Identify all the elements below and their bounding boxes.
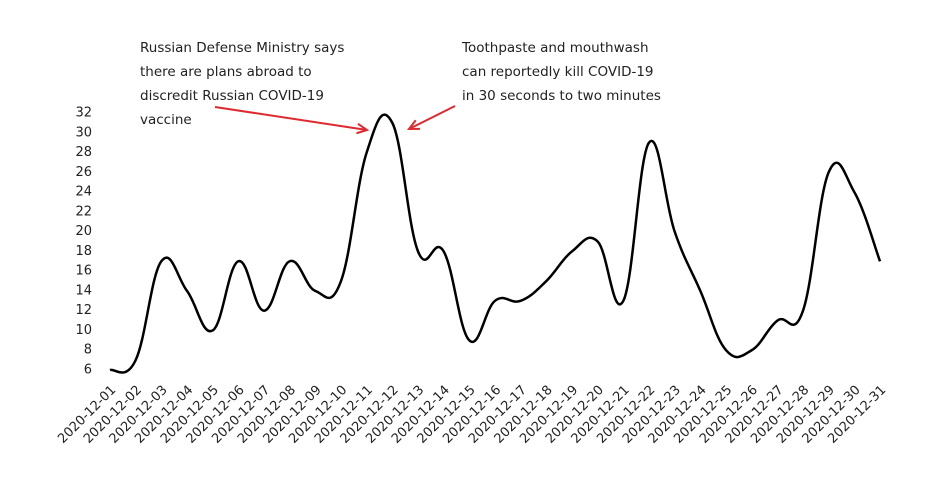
line-series bbox=[109, 113, 882, 374]
annotation-arrowhead bbox=[356, 122, 370, 135]
y-tick-label: 18 bbox=[75, 244, 92, 259]
annotation-arrowhead bbox=[406, 119, 421, 131]
annotation-arrow bbox=[214, 106, 368, 131]
y-tick-label: 14 bbox=[75, 283, 92, 298]
y-tick-label: 16 bbox=[75, 264, 92, 279]
y-tick-label: 28 bbox=[75, 145, 92, 160]
annotations: Russian Defense Ministry says there are p… bbox=[140, 40, 661, 135]
annotation-text: there are plans abroad to bbox=[140, 64, 312, 80]
annotation-text: in 30 seconds to two minutes bbox=[462, 88, 661, 104]
y-tick-label: 30 bbox=[75, 125, 92, 140]
annotation-text: vaccine bbox=[140, 112, 192, 128]
y-tick-label: 32 bbox=[75, 106, 92, 121]
y-tick-label: 20 bbox=[75, 224, 92, 239]
annotation-text: Toothpaste and mouthwash bbox=[461, 40, 649, 56]
y-tick-label: 22 bbox=[75, 204, 92, 219]
y-tick-label: 12 bbox=[75, 303, 92, 318]
annotation-text: Russian Defense Ministry says bbox=[140, 40, 344, 56]
annotation-arrow bbox=[408, 105, 456, 130]
y-tick-label: 26 bbox=[75, 165, 92, 180]
y-tick-label: 8 bbox=[84, 343, 92, 358]
y-tick-label: 6 bbox=[84, 363, 92, 378]
y-tick-label: 10 bbox=[75, 323, 92, 338]
annotation-text: discredit Russian COVID-19 bbox=[140, 88, 324, 104]
y-tick-label: 24 bbox=[75, 185, 92, 200]
annotation-text: can reportedly kill COVID-19 bbox=[462, 64, 654, 80]
